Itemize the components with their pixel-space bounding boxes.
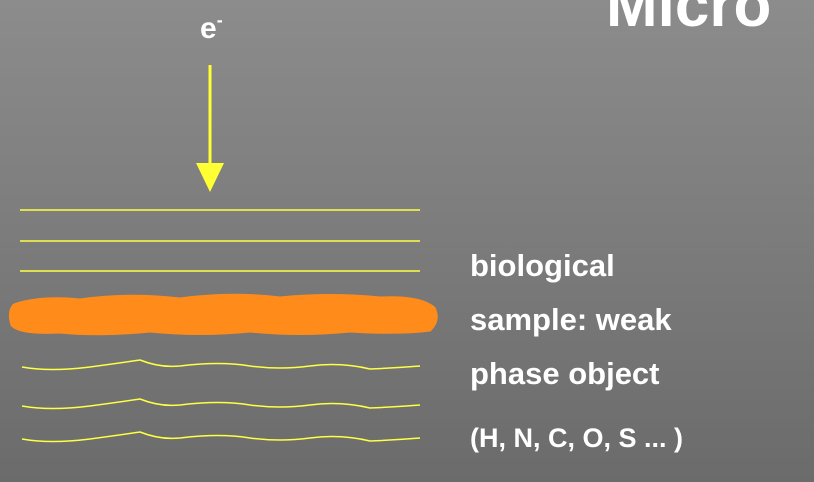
sample-label-line: phase object: [470, 356, 660, 391]
wave-front: [21, 359, 421, 371]
sample-label-line: biological: [470, 248, 615, 283]
wave-front: [21, 398, 421, 410]
sample-label-line: sample: weak: [470, 302, 672, 337]
title: Micro: [606, 0, 771, 40]
electron-label: e-: [200, 10, 223, 45]
electron-base: e: [200, 12, 217, 45]
electron-sup: -: [217, 10, 223, 30]
sample: [8, 293, 438, 336]
elements-label: (H, N, C, O, S ... ): [470, 423, 683, 453]
incident-waves: [20, 209, 420, 272]
exit-waves: [21, 359, 421, 443]
wave-front: [21, 431, 421, 443]
arrow-head: [196, 163, 224, 192]
